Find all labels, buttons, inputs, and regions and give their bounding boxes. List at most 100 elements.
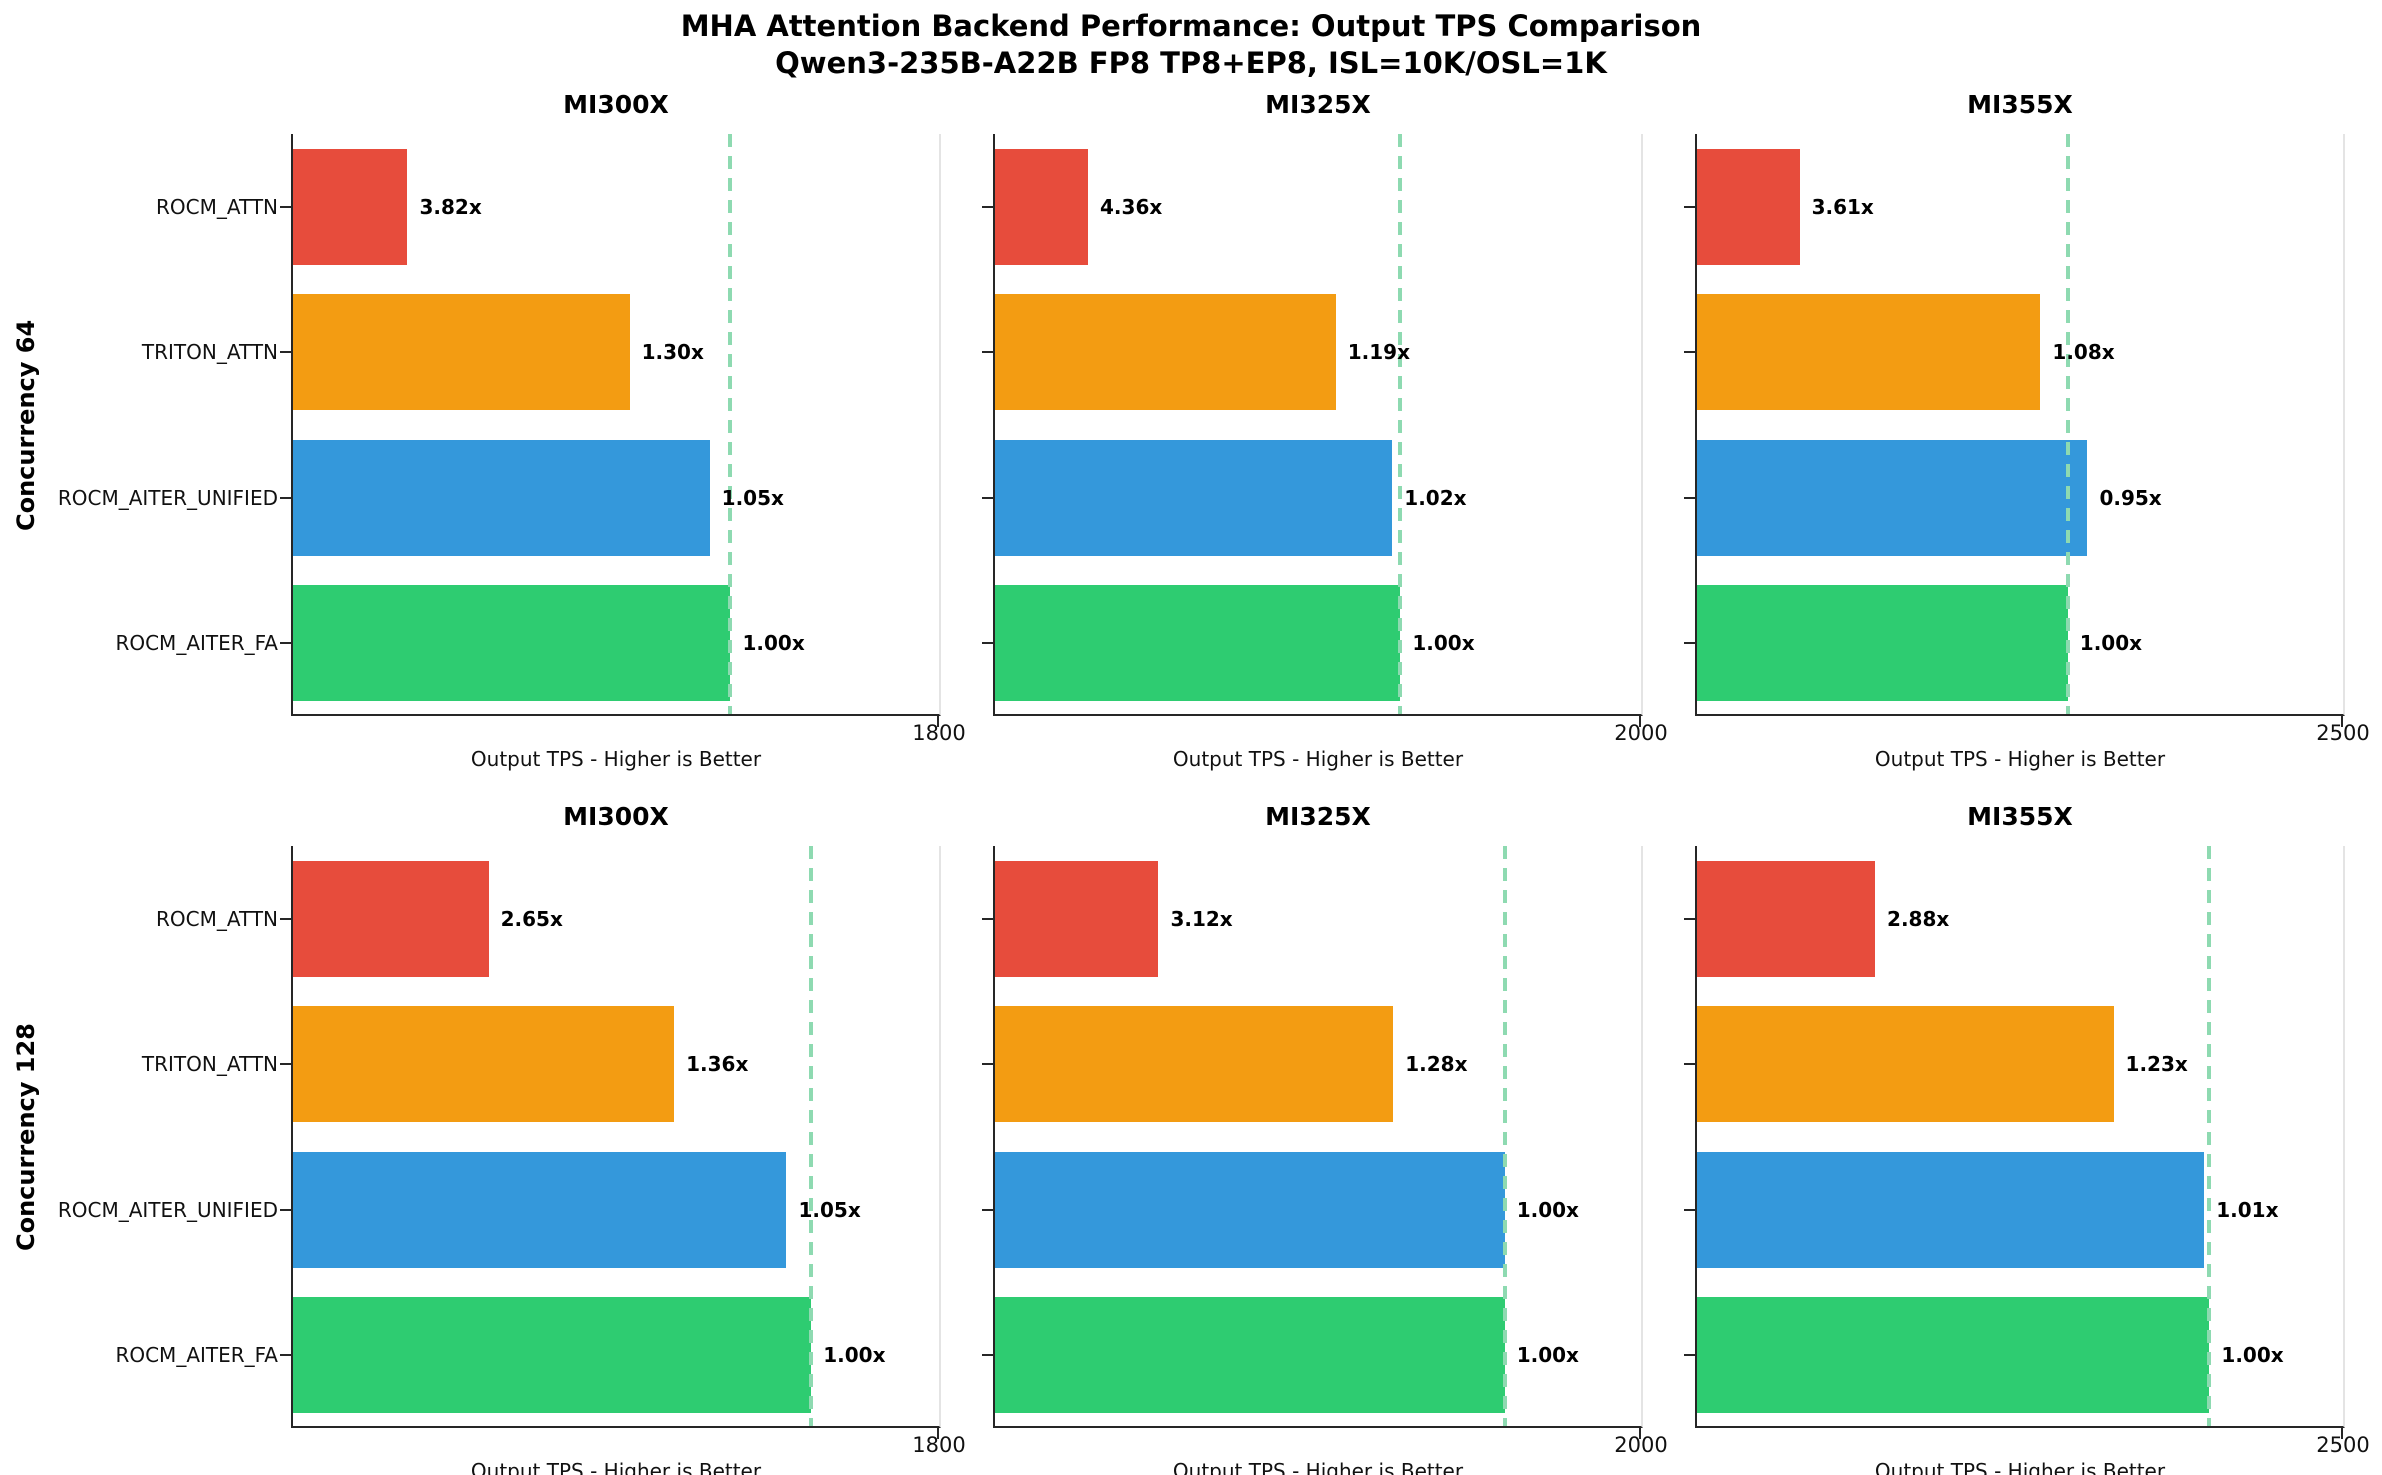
bar-value-label-rocm-attn: 3.12x (1170, 906, 1233, 931)
subplot-title: MI300X (563, 90, 669, 119)
bar-value-label-rocm-attn: 3.61x (1811, 194, 1874, 219)
bar-value-label-rocm-attn: 2.88x (1887, 906, 1950, 931)
subplot-title: MI355X (1967, 802, 2073, 831)
subplot-title: MI325X (1265, 802, 1371, 831)
bar-triton-attn (1697, 1006, 2114, 1123)
baseline-reference-line (2065, 134, 2070, 714)
y-tick-mark (1684, 917, 1695, 920)
y-tick-mark (1684, 1063, 1695, 1066)
bar-value-label-rocm-aiter-unified: 0.95x (2099, 485, 2162, 510)
bar-rocm-aiter-unified (293, 1151, 787, 1268)
bar-rocm-aiter-fa (1697, 1297, 2210, 1414)
figure-title-line1: MHA Attention Backend Performance: Outpu… (680, 9, 1702, 43)
y-tick-mark (982, 205, 993, 208)
subplot-concurrency-64-mi300x: MI300X 3.82x ROCM_ATTN 1.30x TRITON_ATTN 1.05… (58, 90, 966, 771)
y-tick-mark (280, 1208, 291, 1211)
y-tick-mark (280, 1063, 291, 1066)
baseline-reference-line (1502, 846, 1507, 1426)
subplot-concurrency-128-mi325x: MI325X 3.12x 1.28x 1.00x 1.00x 2000 Output TPS… (982, 802, 1668, 1475)
subplot-title: MI325X (1265, 90, 1371, 119)
x-axis-label: Output TPS - Higher is Better (470, 747, 762, 771)
x-tick-label: 2000 (1614, 1433, 1668, 1457)
row-label-concurrency-128: Concurrency 128 (12, 1023, 40, 1251)
bar-rocm-aiter-fa (995, 1297, 1505, 1414)
row-label-concurrency-64: Concurrency 64 (12, 319, 40, 531)
y-tick-mark (280, 642, 291, 645)
bar-rocm-attn (1697, 860, 1876, 977)
bar-rocm-attn (293, 148, 408, 265)
x-tick-mark (2341, 1428, 2343, 1439)
bar-triton-attn (1697, 294, 2041, 411)
y-tick-mark (982, 496, 993, 499)
figure-title-line2: Qwen3-235B-A22B FP8 TP8+EP8, ISL=10K/OSL… (775, 46, 1607, 80)
bar-value-label-rocm-attn: 4.36x (1100, 194, 1163, 219)
bar-value-label-rocm-aiter-unified: 1.05x (798, 1197, 861, 1222)
bar-value-label-triton-attn: 1.19x (1347, 340, 1410, 365)
bar-rocm-aiter-fa (1697, 585, 2068, 702)
y-tick-mark (982, 1354, 993, 1357)
baseline-reference-line (1398, 134, 1403, 714)
subplot-title: MI300X (563, 802, 669, 831)
y-tick-mark (1684, 1354, 1695, 1357)
y-tick-mark (982, 642, 993, 645)
x-tick-label: 2000 (1614, 721, 1668, 745)
y-tick-label-rocm-attn: ROCM_ATTN (155, 906, 278, 931)
x-axis-label: Output TPS - Higher is Better (470, 1459, 762, 1475)
y-tick-mark (1684, 496, 1695, 499)
bar-rocm-attn (293, 860, 489, 977)
bar-rocm-aiter-unified (995, 439, 1393, 556)
y-tick-mark (982, 917, 993, 920)
y-tick-mark (982, 351, 993, 354)
bar-rocm-aiter-fa (293, 585, 731, 702)
subplot-concurrency-64-mi355x: MI355X 3.61x 1.08x 0.95x 1.00x 2500 Output TPS… (1684, 90, 2370, 771)
bar-value-label-rocm-aiter-unified: 1.01x (2216, 1197, 2279, 1222)
bar-value-label-triton-attn: 1.36x (686, 1052, 749, 1077)
bar-rocm-attn (995, 148, 1089, 265)
bar-value-label-rocm-aiter-fa: 1.00x (1412, 631, 1475, 656)
x-tick-label: 1800 (912, 721, 966, 745)
y-tick-mark (982, 1063, 993, 1066)
bar-rocm-aiter-unified (1697, 1151, 2205, 1268)
y-tick-mark (1684, 642, 1695, 645)
y-tick-mark (280, 205, 291, 208)
bar-rocm-attn (1697, 148, 1800, 265)
bar-rocm-aiter-unified (1697, 439, 2088, 556)
x-axis-label: Output TPS - Higher is Better (1874, 747, 2166, 771)
x-tick-label: 1800 (912, 1433, 966, 1457)
subplot-concurrency-128-mi300x: MI300X 2.65x ROCM_ATTN 1.36x TRITON_ATTN 1.05… (58, 802, 966, 1475)
bar-rocm-aiter-fa (995, 585, 1401, 702)
y-tick-mark (280, 1354, 291, 1357)
subplot-title: MI355X (1967, 90, 2073, 119)
bar-triton-attn (293, 1006, 675, 1123)
bar-value-label-triton-attn: 1.30x (641, 340, 704, 365)
bar-value-label-rocm-aiter-fa: 1.00x (1516, 1343, 1579, 1368)
x-axis-label: Output TPS - Higher is Better (1172, 1459, 1464, 1475)
y-tick-label-rocm-aiter-unified: ROCM_AITER_UNIFIED (57, 485, 278, 510)
y-tick-mark (1684, 351, 1695, 354)
bar-value-label-rocm-attn: 3.82x (419, 194, 482, 219)
baseline-reference-line (809, 846, 814, 1426)
y-tick-mark (1684, 205, 1695, 208)
bar-value-label-triton-attn: 1.28x (1405, 1052, 1468, 1077)
x-axis-label: Output TPS - Higher is Better (1874, 1459, 2166, 1475)
baseline-reference-line (2207, 846, 2212, 1426)
x-tick-label: 2500 (2316, 721, 2370, 745)
bar-value-label-rocm-aiter-fa: 1.00x (742, 631, 805, 656)
bar-value-label-rocm-attn: 2.65x (500, 906, 563, 931)
bar-value-label-rocm-aiter-unified: 1.00x (1516, 1197, 1579, 1222)
bar-triton-attn (995, 1006, 1394, 1123)
x-axis-label: Output TPS - Higher is Better (1172, 747, 1464, 771)
bar-rocm-aiter-fa (293, 1297, 812, 1414)
x-tick-mark (1639, 716, 1641, 727)
bar-triton-attn (293, 294, 630, 411)
y-tick-mark (280, 351, 291, 354)
y-tick-mark (1684, 1208, 1695, 1211)
y-tick-label-rocm-attn: ROCM_ATTN (155, 194, 278, 219)
bar-rocm-attn (995, 860, 1159, 977)
y-tick-label-triton-attn: TRITON_ATTN (141, 340, 278, 365)
baseline-reference-line (728, 134, 733, 714)
y-tick-mark (280, 496, 291, 499)
figure-title: MHA Attention Backend Performance: Outpu… (0, 8, 2382, 82)
bar-triton-attn (995, 294, 1336, 411)
